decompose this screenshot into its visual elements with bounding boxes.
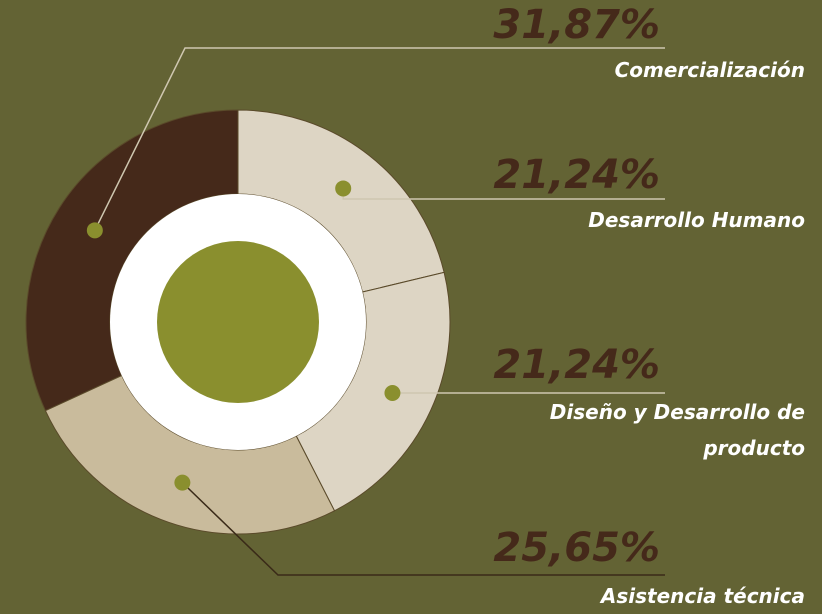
value-label: 25,65% (493, 526, 660, 570)
slice-dot (335, 180, 351, 196)
center-disc (157, 241, 319, 403)
category-label: Comercialización (545, 52, 805, 88)
value-label: 21,24% (493, 153, 660, 197)
category-label: Desarrollo Humano (545, 202, 805, 238)
slice-dot (174, 475, 190, 491)
value-label: 21,24% (493, 343, 660, 387)
category-label: Asistencia técnica (545, 578, 805, 614)
value-label: 31,87% (493, 3, 660, 47)
category-label: Diseño y Desarrollo de producto (545, 394, 805, 466)
slice-dot (384, 385, 400, 401)
slice-dot (87, 222, 103, 238)
